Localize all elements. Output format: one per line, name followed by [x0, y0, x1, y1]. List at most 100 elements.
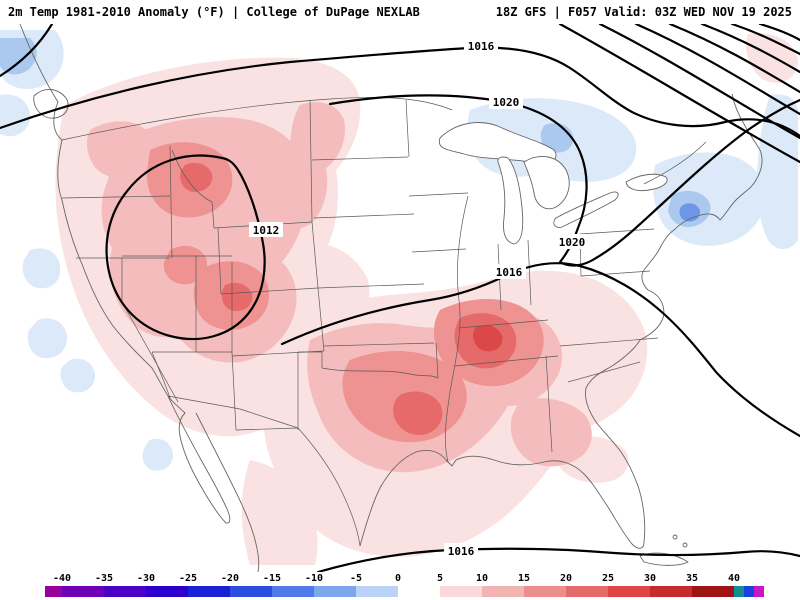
product-title: 2m Temp 1981-2010 Anomaly (°F) | College…	[8, 5, 420, 19]
colorbar-segment	[398, 586, 440, 597]
isobar-bundle	[730, 24, 800, 56]
colorbar-segment	[482, 586, 524, 597]
isobar-bundle	[634, 24, 800, 116]
state-border	[458, 319, 549, 329]
state-border	[454, 355, 559, 367]
isobar-label-background	[464, 38, 498, 53]
state-border	[411, 248, 467, 253]
cold-region	[0, 94, 31, 137]
colorbar-segment	[734, 586, 744, 597]
canada-border	[61, 97, 453, 141]
colorbar-tick-label: 40	[727, 573, 741, 584]
cold-region	[22, 248, 61, 289]
cuba	[639, 552, 689, 566]
mississippi-river	[445, 195, 469, 463]
great-lakes	[438, 122, 668, 245]
isobar-label: 1020	[493, 96, 520, 109]
cold-anomaly-2	[0, 38, 711, 228]
mexico-west-coastline	[195, 412, 260, 572]
colorbar-segment	[566, 586, 608, 597]
cold-region	[142, 438, 173, 471]
colorbar-segment	[45, 586, 62, 597]
isobar-label: 1020	[559, 236, 586, 249]
colorbar-segment	[146, 586, 188, 597]
colorbar-segment	[744, 586, 754, 597]
cold-region	[0, 38, 37, 75]
state-border	[580, 270, 651, 277]
colorbar-segment	[230, 586, 272, 597]
isobar-label-background	[492, 264, 526, 279]
warm-region	[86, 121, 154, 179]
warm-region	[280, 102, 346, 229]
isobars	[0, 24, 800, 572]
colorbar-segment	[440, 586, 482, 597]
us-mexico-border	[167, 395, 299, 429]
isobar-labels: 1016 1020 1012 1020 1016 1016	[249, 38, 589, 558]
isobar-bundle	[700, 24, 800, 74]
state-border	[235, 427, 299, 431]
state-border	[151, 351, 171, 399]
colorbar-tick-label: 35	[685, 573, 699, 584]
cold-region	[27, 318, 68, 359]
warm-anomaly-5	[473, 325, 503, 352]
colorbar-segment	[62, 586, 104, 597]
colorbar-segment	[188, 586, 230, 597]
isobar-bundle	[598, 24, 800, 140]
pacific-coastline	[19, 24, 169, 397]
state-border	[405, 99, 410, 158]
colorbar-tick-label: -10	[304, 573, 324, 584]
state-border	[231, 351, 237, 431]
colorbar-tick-label: -15	[262, 573, 282, 584]
state-border	[321, 367, 439, 379]
political-borders	[61, 97, 707, 547]
state-border	[527, 239, 532, 306]
lake-erie	[553, 191, 619, 228]
colorbar-segment	[314, 586, 356, 597]
isobar-1016-north	[0, 46, 800, 138]
rio-grande-border	[297, 427, 361, 547]
isobar-label: 1016	[448, 545, 475, 558]
colorbar-tick-label: 25	[601, 573, 615, 584]
isobar-label-background	[489, 94, 523, 109]
warm-region	[241, 460, 318, 565]
colorbar-tick-label: -35	[94, 573, 114, 584]
colorbar-segment	[754, 586, 764, 597]
isobar-label-background	[249, 222, 283, 237]
isobar-label-background	[444, 543, 478, 558]
cold-region	[60, 358, 96, 393]
state-border	[579, 228, 655, 235]
isobar-1016-south	[316, 547, 800, 572]
baja-peninsula	[167, 395, 231, 524]
warm-region	[221, 282, 253, 312]
isobar-corner-nw	[0, 24, 54, 78]
isobar-bundle	[558, 24, 800, 164]
colorbar-tick-label: 10	[475, 573, 489, 584]
state-border	[408, 192, 469, 197]
colorbar-tick-label: 20	[559, 573, 573, 584]
state-border	[567, 361, 641, 383]
warm-region	[473, 325, 503, 352]
colorbar-segment	[608, 586, 650, 597]
colorbar-tick-label: 0	[394, 573, 402, 584]
colorbar-segment	[524, 586, 566, 597]
cold-region	[653, 152, 766, 246]
state-border	[220, 287, 319, 295]
colorbar-segment	[272, 586, 314, 597]
state-border	[61, 195, 171, 199]
isobar-bundle	[668, 24, 800, 94]
colorbar-tick-label: -25	[178, 573, 198, 584]
colorbar-tick-label: -5	[349, 573, 363, 584]
state-border	[317, 283, 425, 289]
state-border	[317, 287, 325, 352]
state-border	[217, 227, 222, 295]
state-border	[545, 355, 553, 453]
lake-huron	[523, 155, 570, 210]
model-run-info: 18Z GFS | F057 Valid: 03Z WED NOV 19 202…	[495, 5, 792, 19]
colorbar-tick-label: 30	[643, 573, 657, 584]
state-border	[559, 337, 659, 347]
cold-region	[756, 94, 798, 249]
isobar-1016-mid	[280, 262, 800, 438]
colorbar-tick-label: 15	[517, 573, 531, 584]
colorbar-segment	[104, 586, 146, 597]
isobar-label: 1012	[253, 224, 280, 237]
